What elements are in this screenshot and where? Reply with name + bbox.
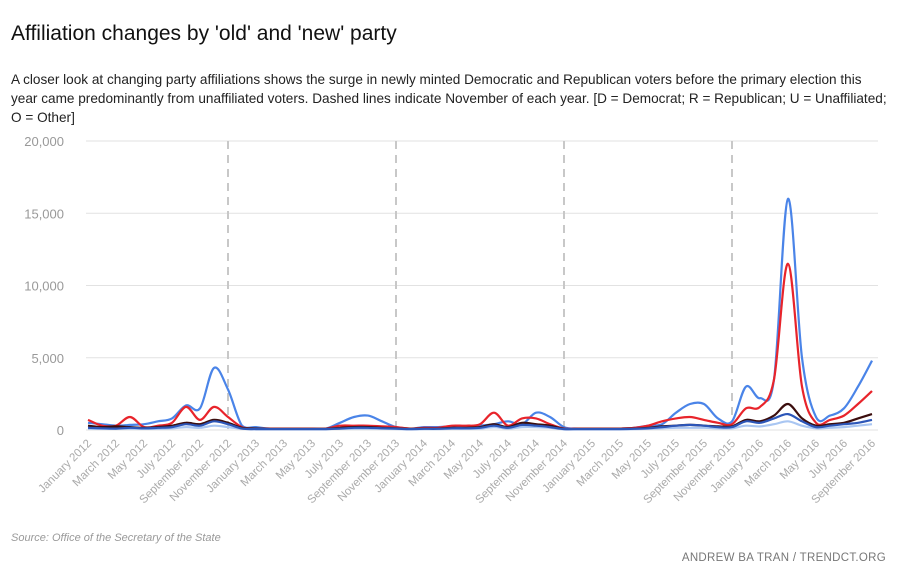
y-tick-label: 5,000 bbox=[31, 351, 64, 366]
y-tick-label: 15,000 bbox=[24, 206, 64, 221]
chart-subtitle: A closer look at changing party affiliat… bbox=[11, 72, 887, 125]
chart-title: Affiliation changes by 'old' and 'new' p… bbox=[11, 22, 397, 45]
series-layer bbox=[87, 197, 873, 431]
series-line bbox=[87, 412, 873, 431]
series-line bbox=[87, 197, 873, 431]
grid-layer bbox=[86, 140, 878, 431]
y-axis-ticks: 0 5,000 10,000 15,000 20,000 bbox=[24, 134, 64, 438]
series-line bbox=[87, 262, 873, 431]
source-note: Source: Office of the Secretary of the S… bbox=[11, 532, 221, 544]
y-tick-label: 10,000 bbox=[24, 279, 64, 294]
credit-line: ANDREW BA TRAN / TRENDCT.ORG bbox=[681, 552, 886, 564]
november-dashed-lines bbox=[227, 141, 733, 430]
y-tick-label: 20,000 bbox=[24, 134, 64, 149]
y-tick-label: 0 bbox=[57, 423, 64, 438]
